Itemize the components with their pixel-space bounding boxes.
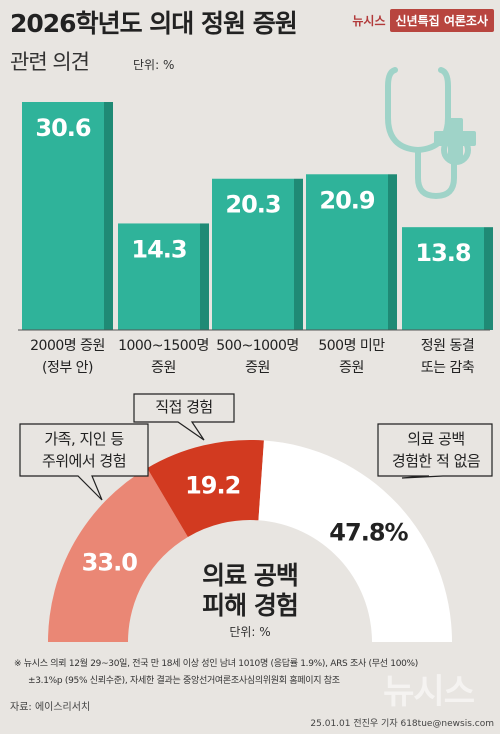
bar-category-label-0-1: (정부 안)	[42, 360, 93, 376]
bar-category-label-2-0: 500~1000명	[216, 338, 298, 354]
bar-2	[212, 178, 294, 330]
bar-category-label-3-0: 500명 미만	[318, 338, 385, 354]
bar-0	[22, 102, 104, 330]
bar-1	[118, 223, 200, 330]
brand-badge: 신년특집 여론조사	[389, 8, 494, 32]
bar-category-label-4-1: 또는 감축	[421, 360, 475, 376]
brand-name: 뉴시스	[352, 13, 386, 28]
callout-bubble-0	[19, 423, 149, 501]
bar-side-4	[484, 227, 493, 330]
donut-category-label-0-1: 주위에서 경험	[42, 452, 126, 470]
donut-value-label-1: 19.2	[185, 471, 240, 499]
donut-category-label-1-0: 직접 경험	[155, 398, 212, 416]
callout-bubble-1	[133, 393, 235, 441]
donut-value-label-2: 47.8%	[329, 518, 408, 546]
bar-value-label-4: 13.8	[415, 239, 471, 267]
bar-category-label-2-1: 증원	[245, 360, 270, 376]
footnote-line-1: ※ 뉴시스 의뢰 12월 29~30일, 전국 만 18세 이상 성인 남녀 1…	[14, 659, 419, 669]
bar-chart: 30.6 14.3 20.3 20.9 13.8	[22, 102, 493, 330]
bar-category-label-1-0: 1000~1500명	[118, 338, 209, 354]
bar-side-3	[388, 174, 397, 330]
donut-category-label-2-1: 경험한 적 없음	[392, 452, 480, 470]
unit-label: 단위: %	[133, 58, 175, 72]
donut-slice-0	[48, 468, 188, 642]
watermark: 뉴시스	[383, 672, 475, 712]
bar-category-label-1-1: 증원	[151, 360, 176, 376]
brand-header: 뉴시스 신년특집 여론조사	[348, 8, 494, 32]
bar-value-label-0: 30.6	[35, 114, 91, 142]
footnote-line-2: ±3.1%p (95% 신뢰수준), 자세한 결과는 중앙선거여론조사심의위원회…	[28, 676, 340, 686]
bar-3	[306, 174, 388, 330]
bar-value-label-3: 20.9	[319, 186, 375, 214]
donut-value-label-0: 33.0	[82, 549, 138, 577]
bar-side-1	[200, 223, 209, 330]
bar-side-0	[104, 102, 113, 330]
bar-side-2	[294, 178, 303, 330]
donut-unit-label: 단위: %	[229, 625, 270, 639]
bar-value-label-2: 20.3	[225, 191, 280, 219]
bar-4	[402, 227, 484, 330]
donut-slice-1	[147, 440, 264, 537]
credit-label: 25.01.01 전진우 기자 618tue@newsis.com	[310, 719, 494, 729]
chart-title: 2026학년도 의대 정원 증원	[10, 9, 298, 38]
donut-slice-2	[258, 440, 452, 642]
bar-category-label-4-0: 정원 동결	[421, 338, 474, 354]
source-label: 자료: 에이스리서치	[10, 702, 91, 713]
callout-bubble-2	[377, 423, 493, 479]
chart-subtitle: 관련 의견	[10, 50, 90, 74]
donut-category-label-0-0: 가족, 지인 등	[44, 430, 124, 448]
donut-title-1: 피해 경험	[202, 591, 298, 620]
stethoscope-plus-icon	[385, 67, 476, 199]
bar-category-label-0-0: 2000명 증원	[30, 338, 105, 354]
footnote: ※ 뉴시스 의뢰 12월 29~30일, 전국 만 18세 이상 성인 남녀 1…	[14, 656, 490, 690]
bar-value-label-1: 14.3	[131, 235, 186, 263]
donut-title-0: 의료 공백	[202, 561, 298, 590]
bar-category-label-3-1: 증원	[339, 360, 364, 376]
donut-category-label-2-0: 의료 공백	[407, 430, 464, 448]
